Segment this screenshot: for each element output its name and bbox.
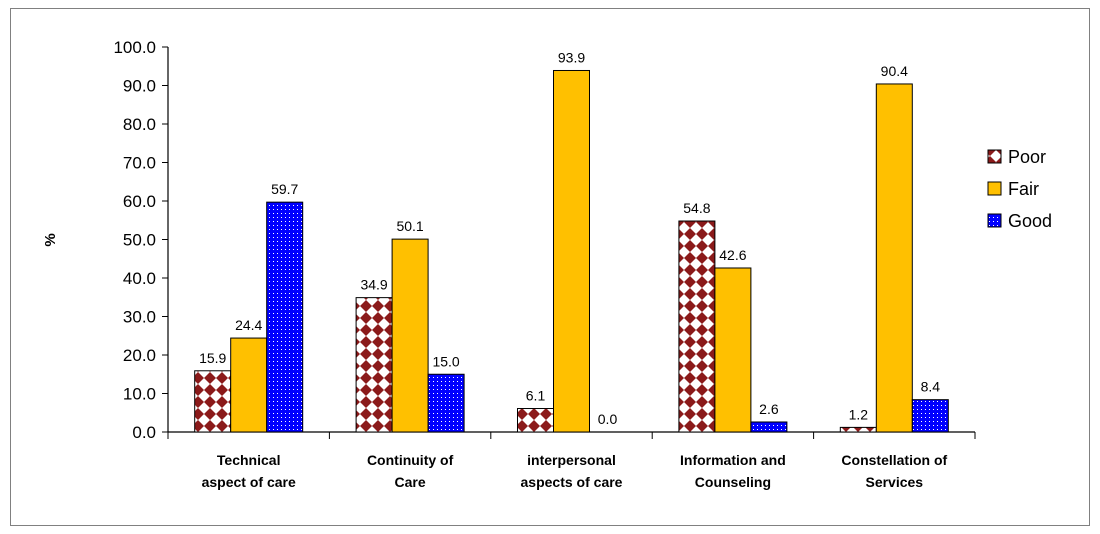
data-label: 8.4	[921, 379, 941, 395]
bar-fair	[875, 83, 913, 433]
y-tick-label: 100.0	[113, 38, 156, 57]
data-label: 50.1	[396, 218, 423, 234]
bars-group	[194, 69, 949, 433]
category-label: interpersonal	[527, 452, 616, 468]
y-tick-label: 0.0	[132, 423, 156, 442]
data-label: 1.2	[849, 406, 869, 422]
legend-swatch-good	[987, 213, 1002, 228]
bar-good	[911, 399, 949, 433]
data-label: 15.0	[432, 353, 459, 369]
y-tick-label: 30.0	[123, 308, 156, 327]
y-tick-label: 10.0	[123, 385, 156, 404]
bar-poor	[517, 408, 554, 433]
category-label: aspects of care	[521, 474, 623, 490]
data-label: 42.6	[719, 247, 746, 263]
y-tick-label: 90.0	[123, 77, 156, 96]
bar-fair	[553, 69, 590, 433]
axes: 0.0 10.0 20.0 30.0 40.0 50.0 60.0 70.0 80.0 90.0 1…	[42, 38, 976, 442]
bar-poor	[678, 220, 716, 433]
y-axis-label: %	[42, 233, 59, 246]
bar-fair	[714, 267, 752, 433]
legend-label: Poor	[1008, 147, 1046, 167]
category-label: Care	[395, 474, 426, 490]
bar-poor	[839, 426, 877, 433]
category-label: Counseling	[695, 474, 771, 490]
category-label: Continuity of	[367, 452, 454, 468]
bar-good	[266, 201, 304, 433]
y-tick-label: 20.0	[123, 346, 156, 365]
bar-poor	[194, 370, 232, 433]
legend: Poor Fair Good	[987, 147, 1052, 231]
labels-group: Technical aspect of care Continuity of Care…	[199, 49, 947, 490]
data-label: 24.4	[235, 317, 262, 333]
data-label: 59.7	[271, 181, 298, 197]
category-label: Information and	[680, 452, 786, 468]
bar-fair	[391, 238, 429, 433]
legend-label: Fair	[1008, 179, 1039, 199]
data-label: 2.6	[759, 401, 779, 417]
category-label: aspect of care	[202, 474, 296, 490]
category-label: Services	[865, 474, 923, 490]
category-label: Constellation of	[841, 452, 947, 468]
data-label: 54.8	[683, 200, 710, 216]
y-tick-label: 60.0	[123, 192, 156, 211]
data-label: 34.9	[360, 277, 387, 293]
data-label: 90.4	[881, 63, 908, 79]
legend-swatch-poor	[987, 149, 1002, 164]
bar-poor	[355, 297, 393, 433]
data-label: 6.1	[526, 388, 546, 404]
legend-swatch-fair	[987, 181, 1002, 196]
bar-good	[750, 421, 788, 433]
data-label: 0.0	[598, 411, 618, 427]
data-label: 15.9	[199, 350, 226, 366]
legend-label: Good	[1008, 211, 1052, 231]
data-label: 93.9	[558, 49, 585, 65]
y-tick-label: 80.0	[123, 115, 156, 134]
bar-fair	[230, 337, 268, 433]
y-tick-label: 50.0	[123, 231, 156, 250]
bar-good	[427, 373, 465, 433]
category-label: Technical	[217, 452, 281, 468]
y-tick-label: 40.0	[123, 269, 156, 288]
y-tick-label: 70.0	[123, 154, 156, 173]
